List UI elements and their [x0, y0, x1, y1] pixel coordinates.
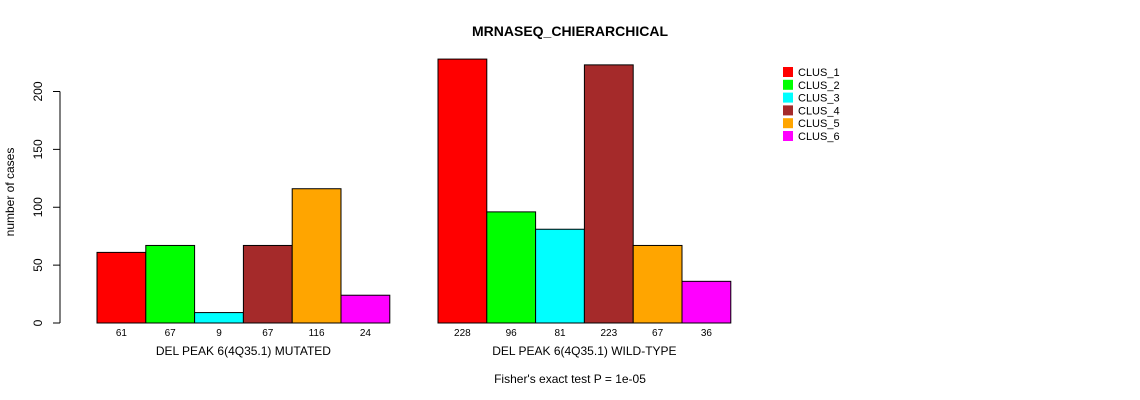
- bar: [291, 188, 342, 324]
- bar: [632, 244, 683, 324]
- chart-title: MRNASEQ_CHIERARCHICAL: [472, 23, 668, 39]
- legend-swatch: [783, 67, 793, 77]
- y-axis-label: number of cases: [3, 148, 17, 237]
- y-tick-label: 100: [31, 197, 45, 217]
- y-tick-label: 0: [31, 319, 45, 326]
- footnote: Fisher's exact test P = 1e-05: [494, 372, 646, 386]
- bar: [486, 211, 537, 324]
- y-tick-label: 50: [31, 258, 45, 272]
- bar-count-label: 228: [454, 328, 471, 339]
- bar: [340, 294, 391, 324]
- bar-count-label: 81: [554, 328, 566, 339]
- group-label: DEL PEAK 6(4Q35.1) WILD-TYPE: [492, 344, 676, 358]
- bar-count-label: 36: [701, 328, 713, 339]
- bar: [535, 228, 585, 324]
- legend-swatch: [783, 131, 793, 141]
- bar: [583, 64, 634, 324]
- bar-count-label: 61: [116, 328, 128, 339]
- legend-swatch: [783, 92, 793, 103]
- bar-count-label: 67: [652, 328, 664, 339]
- legend-swatch: [783, 118, 793, 129]
- bar: [242, 244, 293, 324]
- bar-count-label: 96: [506, 328, 518, 339]
- y-tick-label: 200: [31, 81, 45, 101]
- bar: [96, 251, 147, 324]
- bar-count-label: 223: [600, 328, 617, 339]
- legend-label: CLUS_1: [798, 67, 840, 79]
- legend-swatch: [783, 79, 793, 90]
- bar: [145, 244, 196, 324]
- legend-label: CLUS_6: [798, 131, 840, 143]
- bar: [437, 58, 488, 324]
- bar: [681, 280, 732, 324]
- bar-count-label: 116: [309, 328, 325, 339]
- y-tick-label: 150: [31, 139, 45, 159]
- bar-count-label: 9: [216, 328, 222, 339]
- legend-label: CLUS_3: [798, 93, 840, 105]
- legend-label: CLUS_5: [798, 118, 840, 130]
- legend-label: CLUS_4: [798, 105, 840, 117]
- group-label: DEL PEAK 6(4Q35.1) MUTATED: [156, 344, 331, 358]
- bar-count-label: 67: [262, 328, 274, 339]
- bar: [194, 312, 244, 324]
- legend-swatch: [783, 105, 793, 116]
- bar-count-label: 24: [360, 328, 372, 339]
- bar-count-label: 67: [165, 328, 177, 339]
- legend-label: CLUS_2: [798, 80, 840, 92]
